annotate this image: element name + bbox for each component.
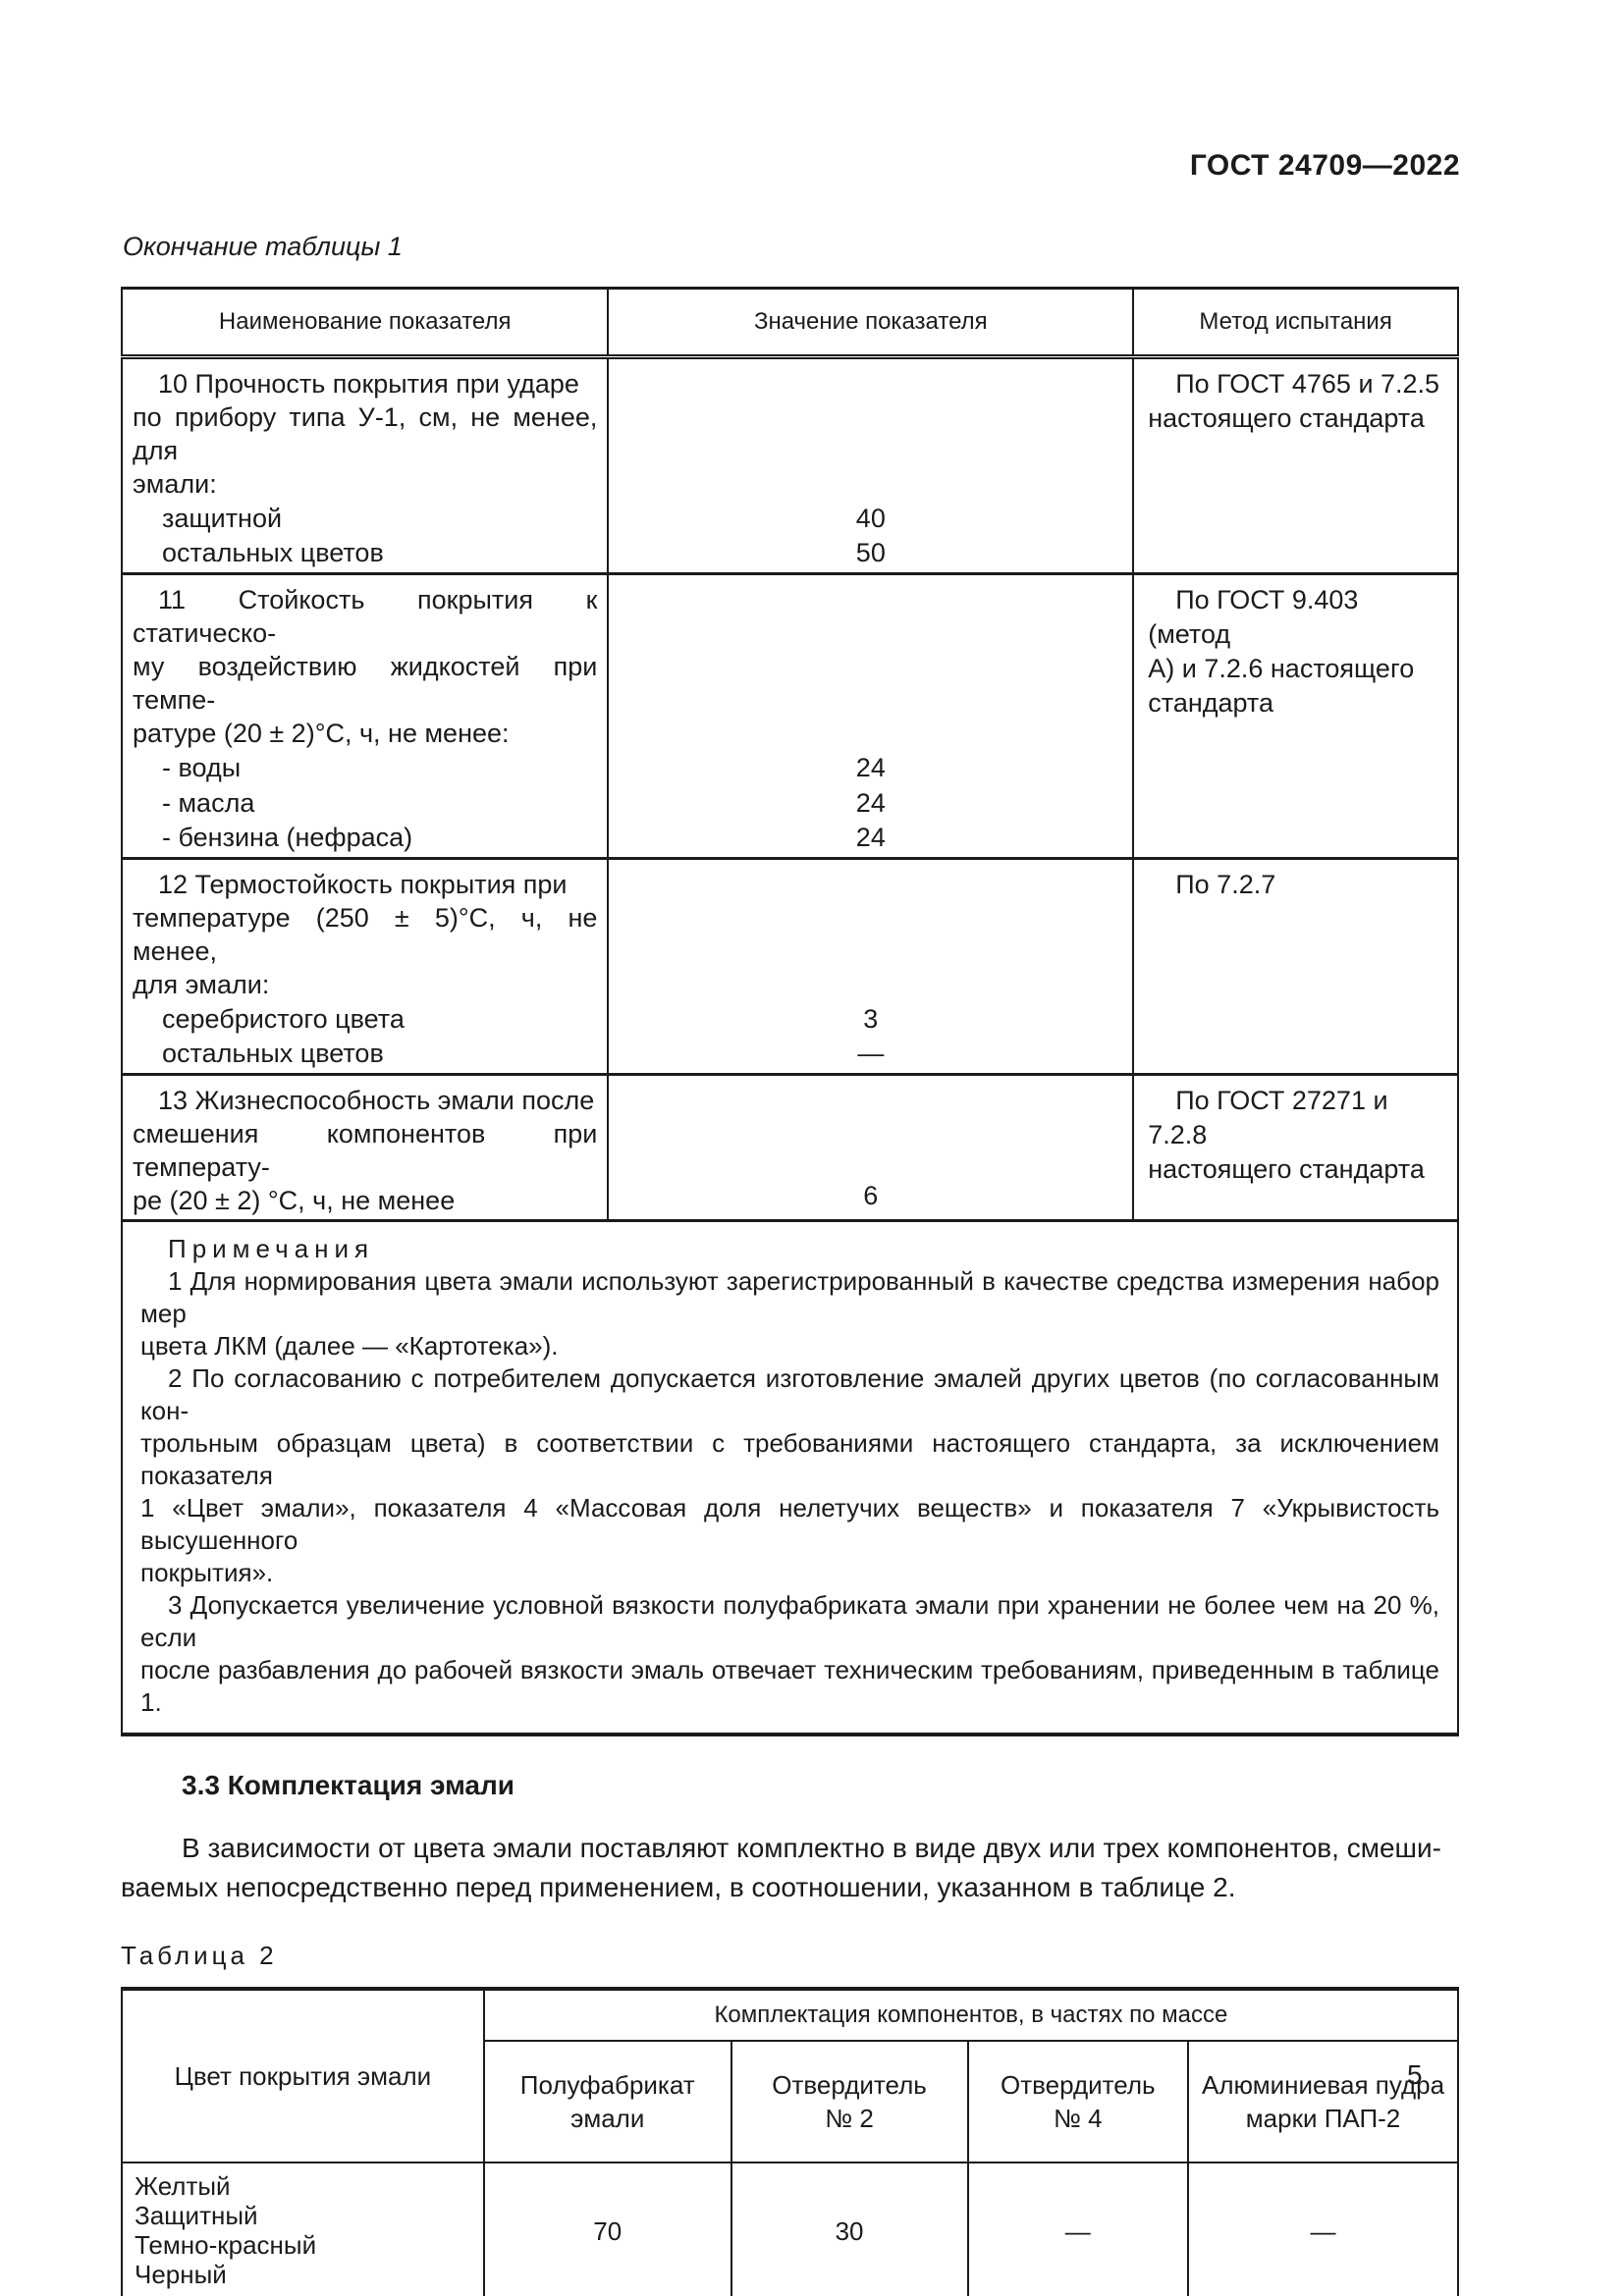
table1-notes: Примечания 1 Для нормирования цвета эмал…: [121, 1219, 1459, 1735]
note-2: 2 По согласованию с потребителем допуска…: [140, 1363, 1439, 1587]
cell-value: —: [1187, 2162, 1459, 2296]
test-method: По ГОСТ 4765 и 7.2.5 настоящего стандарт…: [1132, 355, 1459, 574]
table-row: - бензина (нефраса) 24: [120, 823, 1458, 859]
color-list: Желтый Защитный Темно-красный Черный: [121, 2162, 485, 2296]
table-row: остальных цветов 50: [120, 538, 1458, 574]
table-row-notes: Примечания 1 Для нормирования цвета эмал…: [121, 1219, 1459, 1735]
table2-header-hardener-4: Отвердитель № 4: [966, 2040, 1190, 2163]
note-1: 1 Для нормирования цвета эмали использую…: [140, 1266, 1439, 1361]
section-paragraph: В зависимости от цвета эмали поставляют …: [121, 1833, 1441, 1902]
indicator-title: 10 Прочность покрытия при ударе по прибо…: [120, 355, 610, 503]
table2-header-color: Цвет покрытия эмали: [121, 1988, 485, 2163]
table1-requirements: Наименование показателя Значение показат…: [120, 287, 1459, 1736]
sub-item-value: 24: [607, 752, 1135, 787]
table-row: 13 Жизнеспособность эмали после смешения…: [120, 1073, 1459, 1221]
sub-item-label: защитной: [120, 503, 610, 538]
cell-value: —: [966, 2162, 1190, 2296]
cell-value: 70: [482, 2162, 732, 2296]
indicator-title: 12 Термостойкость покрытия при температу…: [120, 857, 610, 1003]
table2-label: Таблица 2: [121, 1941, 278, 1970]
standard-reference: ГОСТ 24709—2022: [1189, 149, 1460, 182]
indicator-value: [607, 355, 1135, 503]
note-3: 3 Допускается увеличение условной вязкос…: [140, 1590, 1439, 1717]
table1-header-value: Значение показателя: [607, 288, 1135, 359]
sub-item-value: 24: [607, 787, 1135, 823]
indicator-value: [607, 572, 1135, 752]
test-method: По 7.2.7: [1132, 857, 1459, 1075]
sub-item-label: остальных цветов: [120, 538, 610, 574]
sub-item-label: серебристого цвета: [120, 1003, 610, 1039]
indicator-title: 13 Жизнеспособность эмали после смешения…: [120, 1073, 610, 1221]
table-row: 10 Прочность покрытия при ударе по прибо…: [120, 355, 1459, 574]
table1-header-method: Метод испытания: [1132, 288, 1459, 359]
sub-item-value: —: [607, 1039, 1135, 1075]
table2-header-semifinished: Полуфабрикат эмали: [482, 2040, 732, 2163]
table2-header-aluminium-powder: Алюминиевая пудра марки ПАП-2: [1187, 2040, 1459, 2163]
table1-continuation-caption: Окончание таблицы 1: [123, 232, 403, 261]
table-row: серебристого цвета 3: [120, 1003, 1458, 1039]
test-method: По ГОСТ 9.403 (метод А) и 7.2.6 настояще…: [1132, 572, 1459, 859]
sub-item-value: 50: [607, 538, 1135, 574]
table-row: 11 Стойкость покрытия к статическо- му в…: [120, 572, 1459, 859]
table2-group-header: Комплектация компонентов, в частях по ма…: [482, 1988, 1460, 2042]
test-method: По ГОСТ 27271 и 7.2.8 настоящего стандар…: [1132, 1073, 1459, 1221]
table-row: остальных цветов —: [120, 1039, 1458, 1075]
table-row: - воды 24: [120, 752, 1458, 787]
table2-components: Цвет покрытия эмали Комплектация компоне…: [121, 1987, 1460, 2296]
table1-header-name: Наименование показателя: [120, 288, 610, 359]
table-row: 12 Термостойкость покрытия при температу…: [120, 857, 1459, 1075]
table2-header-hardener-2: Отвердитель № 2: [730, 2040, 969, 2163]
table-row: Желтый Защитный Темно-красный Черный 70 …: [121, 2162, 1459, 2296]
sub-item-label: - воды: [120, 752, 610, 787]
cell-value: 30: [730, 2162, 969, 2296]
sub-item-value: 24: [607, 823, 1135, 859]
table1-header: Наименование показателя Значение показат…: [120, 288, 1459, 359]
table-row: защитной 40: [120, 503, 1458, 538]
page-number: 5: [1407, 2059, 1423, 2090]
table-row: - масла 24: [120, 787, 1458, 823]
sub-item-label: - бензина (нефраса): [120, 823, 610, 859]
sub-item-label: остальных цветов: [120, 1039, 610, 1075]
page-content: Наименование показателя Значение показат…: [120, 287, 1460, 2296]
sub-item-value: 3: [607, 1003, 1135, 1039]
sub-item-label: - масла: [120, 787, 610, 823]
table2-header: Цвет покрытия эмали Комплектация компоне…: [121, 1988, 1460, 2163]
sub-item-value: 40: [607, 503, 1135, 538]
indicator-title: 11 Стойкость покрытия к статическо- му в…: [120, 572, 610, 752]
indicator-value: [607, 857, 1135, 1003]
indicator-value: 6: [607, 1073, 1135, 1221]
notes-heading: Примечания: [168, 1234, 375, 1263]
section-heading-3-3: 3.3 Комплектация эмали: [182, 1770, 514, 1800]
